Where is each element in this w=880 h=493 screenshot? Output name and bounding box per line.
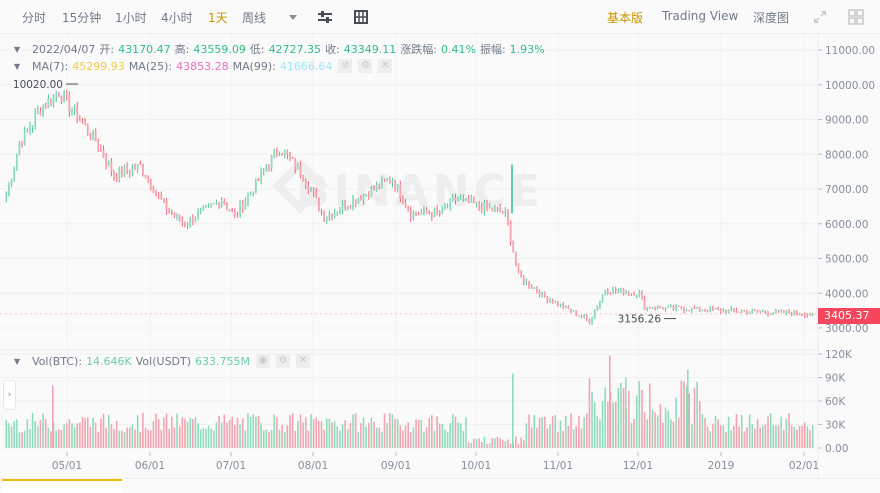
svg-text:10/01: 10/01 bbox=[461, 460, 491, 472]
interval-4h[interactable]: 4小时 bbox=[161, 11, 193, 25]
close-label: 收: bbox=[325, 43, 340, 56]
svg-text:120K: 120K bbox=[825, 349, 853, 361]
caret-down-icon[interactable]: ▼ bbox=[14, 356, 21, 366]
svg-text:10000.00: 10000.00 bbox=[825, 80, 875, 92]
svg-text:11000.00: 11000.00 bbox=[825, 45, 875, 57]
svg-text:5000.00: 5000.00 bbox=[825, 254, 868, 266]
svg-text:30K: 30K bbox=[825, 420, 846, 432]
close-icon[interactable]: ✕ bbox=[296, 354, 311, 368]
gear-icon[interactable]: ⚙ bbox=[358, 59, 373, 73]
ohlc-date: 2022/04/07 bbox=[32, 42, 96, 56]
ma25-label: MA(25): bbox=[128, 59, 173, 73]
low-value: 42727.35 bbox=[268, 42, 322, 56]
svg-text:0.00: 0.00 bbox=[825, 443, 848, 455]
svg-text:3156.26: 3156.26 bbox=[618, 314, 662, 326]
bottom-bar bbox=[0, 478, 880, 493]
high-label: 高: bbox=[174, 43, 190, 56]
vol-btc-label: Vol(BTC): bbox=[32, 354, 83, 368]
amplitude-value: 1.93% bbox=[509, 42, 545, 56]
svg-text:02/01: 02/01 bbox=[789, 460, 819, 472]
interval-1h[interactable]: 1小时 bbox=[115, 11, 147, 25]
ohlc-legend: ▼ 2022/04/07 开: 43170.47 高: 43559.09 低: … bbox=[14, 41, 545, 57]
vol-usdt-value: 633.755M bbox=[195, 354, 251, 368]
grid-table-icon[interactable] bbox=[352, 8, 370, 26]
chart-canvas[interactable]: 11000.00 10000.00 9000.00 8000.00 7000.00 600… bbox=[0, 34, 880, 478]
chart-toolbar: 分时 15分钟 1小时 4小时 1天 周线 基本版 Trading View 深… bbox=[0, 0, 880, 34]
eye-slash-icon[interactable]: ⊘ bbox=[338, 59, 353, 73]
kline-chart[interactable]: 11000.00 10000.00 9000.00 8000.00 7000.00 600… bbox=[0, 34, 880, 478]
change-value: 0.41% bbox=[441, 42, 476, 56]
svg-text:6000.00: 6000.00 bbox=[825, 219, 868, 231]
svg-text:7000.00: 7000.00 bbox=[825, 184, 868, 196]
svg-text:2019: 2019 bbox=[708, 460, 735, 472]
interval-1d[interactable]: 1天 bbox=[208, 11, 228, 25]
svg-text:8000.00: 8000.00 bbox=[825, 149, 868, 161]
svg-text:90K: 90K bbox=[825, 373, 846, 385]
ma99-label: MA(99): bbox=[232, 59, 276, 73]
view-depth[interactable]: 深度图 bbox=[753, 11, 790, 25]
high-value: 43559.09 bbox=[193, 42, 246, 56]
ma7-value: 45299.93 bbox=[72, 59, 125, 73]
interval-15m[interactable]: 15分钟 bbox=[62, 11, 102, 25]
svg-text:08/01: 08/01 bbox=[298, 460, 328, 472]
vol-usdt-label: Vol(USDT) bbox=[135, 354, 192, 368]
ma-legend: ▼ MA(7): 45299.93 MA(25): 43853.28 MA(99… bbox=[14, 59, 393, 73]
caret-down-icon[interactable] bbox=[284, 8, 302, 26]
svg-text:11/01: 11/01 bbox=[543, 460, 573, 472]
change-label: 涨跌幅: bbox=[400, 43, 437, 56]
svg-text:4000.00: 4000.00 bbox=[825, 288, 868, 300]
ma7-label: MA(7): bbox=[32, 59, 69, 73]
svg-text:10020.00: 10020.00 bbox=[13, 79, 63, 91]
svg-text:12/01: 12/01 bbox=[623, 460, 653, 472]
caret-down-icon[interactable]: ▼ bbox=[14, 61, 21, 71]
view-tradingview[interactable]: Trading View bbox=[662, 9, 739, 23]
low-label: 低: bbox=[249, 43, 265, 56]
eye-icon[interactable]: ◉ bbox=[256, 354, 271, 368]
vol-btc-value: 14.646K bbox=[86, 354, 132, 368]
svg-text:06/01: 06/01 bbox=[135, 460, 165, 472]
caret-down-icon[interactable]: ▼ bbox=[14, 44, 21, 54]
chevron-right-icon[interactable]: › bbox=[3, 380, 16, 410]
expand-icon[interactable] bbox=[811, 8, 829, 26]
svg-text:07/01: 07/01 bbox=[216, 460, 246, 472]
ma25-value: 43853.28 bbox=[176, 59, 229, 73]
interval-time[interactable]: 分时 bbox=[22, 11, 47, 25]
open-value: 43170.47 bbox=[118, 42, 171, 56]
sliders-icon[interactable] bbox=[316, 8, 334, 26]
svg-text:60K: 60K bbox=[825, 396, 846, 408]
bottom-tab-active[interactable] bbox=[2, 479, 122, 493]
ma99-value: 41666.64 bbox=[279, 59, 333, 73]
four-squares-icon[interactable] bbox=[847, 8, 865, 26]
amplitude-label: 振幅: bbox=[479, 43, 506, 56]
open-label: 开: bbox=[99, 43, 115, 56]
svg-text:05/01: 05/01 bbox=[52, 460, 82, 472]
close-value: 43349.11 bbox=[343, 42, 397, 56]
svg-text:BINANCE: BINANCE bbox=[296, 166, 544, 217]
current-price-label: 3405.37 bbox=[818, 308, 880, 324]
svg-text:09/01: 09/01 bbox=[381, 460, 411, 472]
svg-text:9000.00: 9000.00 bbox=[825, 115, 868, 127]
view-basic[interactable]: 基本版 bbox=[607, 11, 644, 25]
close-icon[interactable]: ✕ bbox=[378, 59, 393, 73]
interval-1w[interactable]: 周线 bbox=[242, 11, 267, 25]
gear-icon[interactable]: ⚙ bbox=[276, 354, 291, 368]
volume-legend: ▼ Vol(BTC): 14.646K Vol(USDT) 633.755M ◉… bbox=[14, 354, 311, 368]
svg-text:3000.00: 3000.00 bbox=[825, 323, 868, 335]
